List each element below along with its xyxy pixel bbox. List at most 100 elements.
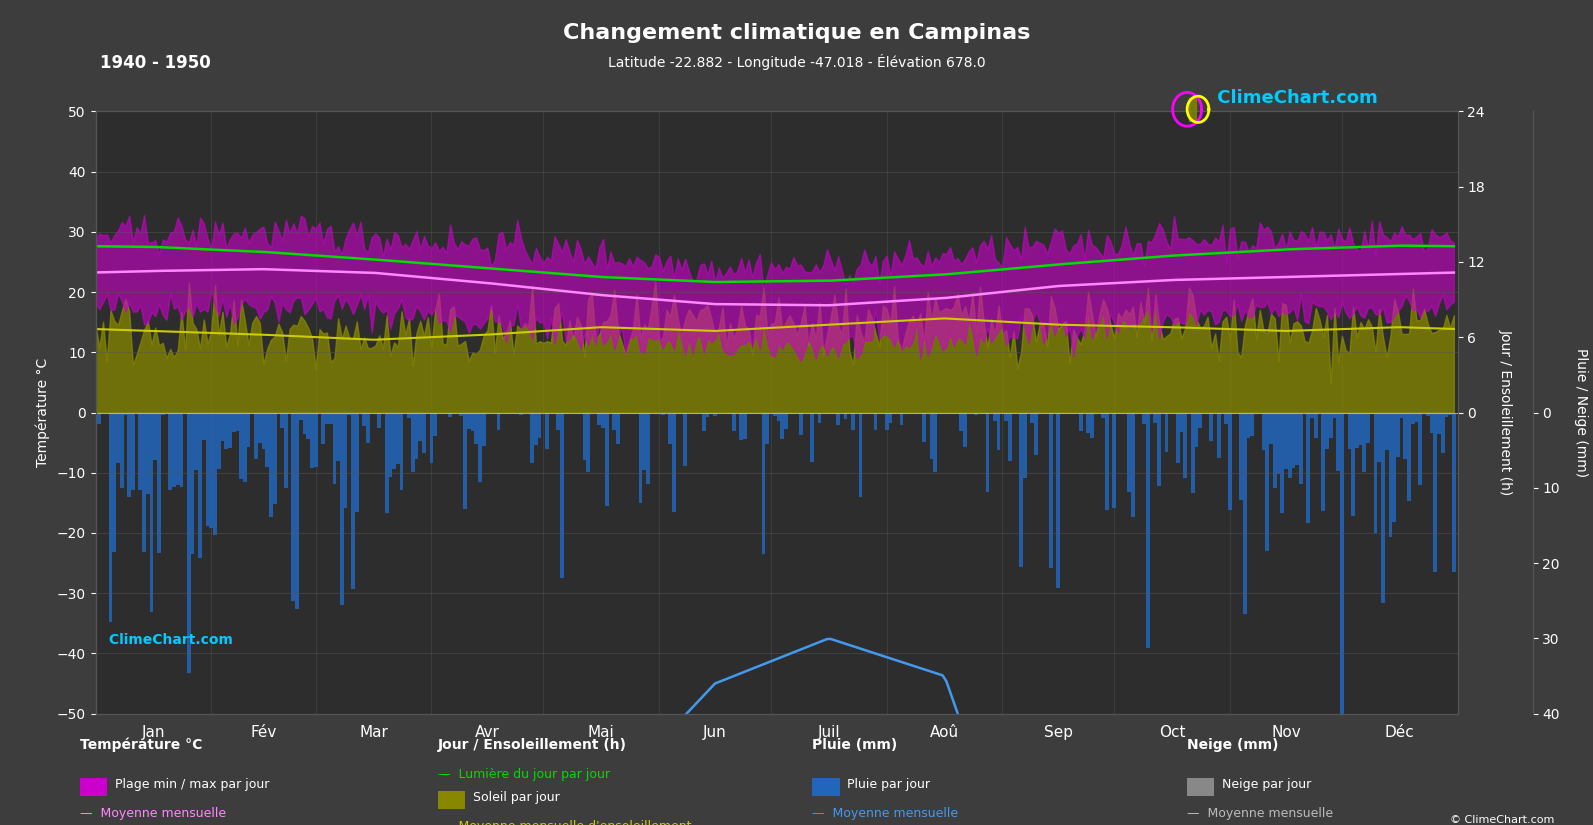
Bar bbox=[900, 412, 903, 426]
Text: Latitude -22.882 - Longitude -47.018 - Élévation 678.0: Latitude -22.882 - Longitude -47.018 - É… bbox=[607, 54, 986, 69]
Bar bbox=[1192, 412, 1195, 493]
Bar bbox=[225, 412, 228, 449]
Bar bbox=[765, 412, 769, 445]
Bar bbox=[228, 412, 233, 448]
Bar bbox=[272, 412, 277, 504]
Bar bbox=[233, 412, 236, 432]
Bar bbox=[639, 412, 642, 502]
Bar bbox=[467, 412, 470, 429]
Bar bbox=[261, 412, 266, 449]
Bar bbox=[1437, 412, 1440, 434]
Bar bbox=[186, 412, 191, 673]
Bar bbox=[209, 412, 213, 528]
Bar bbox=[1309, 412, 1314, 417]
Bar bbox=[325, 412, 328, 424]
Bar bbox=[844, 412, 847, 419]
Bar bbox=[328, 412, 333, 424]
Bar bbox=[116, 412, 119, 463]
Text: —  Lumière du jour par jour: — Lumière du jour par jour bbox=[438, 768, 610, 781]
Bar bbox=[1128, 412, 1131, 492]
Bar bbox=[1270, 412, 1273, 444]
Bar bbox=[1370, 412, 1373, 414]
Bar bbox=[1153, 412, 1157, 422]
Bar bbox=[478, 412, 481, 482]
Bar bbox=[583, 412, 586, 460]
Bar bbox=[239, 412, 244, 479]
Bar bbox=[1306, 412, 1309, 523]
Bar bbox=[459, 412, 464, 416]
Bar bbox=[169, 412, 172, 490]
Bar bbox=[1418, 412, 1423, 484]
Bar bbox=[519, 412, 523, 415]
Bar bbox=[205, 412, 209, 526]
Bar bbox=[1101, 412, 1106, 418]
Bar bbox=[1034, 412, 1037, 455]
Bar bbox=[475, 412, 478, 444]
Bar bbox=[124, 412, 127, 415]
Bar bbox=[392, 412, 397, 469]
Bar bbox=[1287, 412, 1292, 478]
Bar bbox=[131, 412, 135, 490]
Bar bbox=[408, 412, 411, 418]
Bar bbox=[1184, 412, 1187, 478]
Bar bbox=[1325, 412, 1329, 450]
Bar bbox=[1337, 412, 1340, 470]
Bar bbox=[605, 412, 609, 506]
Bar bbox=[703, 412, 706, 431]
Bar bbox=[1131, 412, 1134, 516]
Bar bbox=[1292, 412, 1295, 468]
Bar bbox=[1023, 412, 1026, 478]
Bar bbox=[601, 412, 605, 427]
Bar bbox=[1239, 412, 1243, 500]
Y-axis label: Température °C: Température °C bbox=[35, 358, 49, 467]
Bar bbox=[194, 412, 198, 470]
Bar bbox=[1415, 412, 1418, 422]
Bar bbox=[1090, 412, 1094, 439]
Bar bbox=[1078, 412, 1083, 431]
Bar bbox=[773, 412, 777, 416]
Bar bbox=[97, 412, 102, 423]
Bar bbox=[280, 412, 284, 428]
Bar bbox=[1411, 412, 1415, 424]
Bar bbox=[113, 412, 116, 552]
Bar bbox=[1322, 412, 1325, 512]
Bar bbox=[1429, 412, 1434, 433]
Bar bbox=[1106, 412, 1109, 511]
Bar bbox=[1228, 412, 1231, 510]
Bar bbox=[180, 412, 183, 487]
Bar bbox=[244, 412, 247, 482]
Bar bbox=[1333, 412, 1337, 418]
Text: Soleil par jour: Soleil par jour bbox=[473, 791, 559, 804]
Bar bbox=[108, 412, 113, 622]
Bar bbox=[172, 412, 175, 487]
Bar bbox=[202, 412, 205, 440]
Bar bbox=[1281, 412, 1284, 513]
Bar bbox=[1298, 412, 1303, 484]
Bar bbox=[1198, 412, 1203, 428]
Text: Jour / Ensoleillement (h): Jour / Ensoleillement (h) bbox=[438, 738, 628, 752]
Bar bbox=[153, 412, 158, 460]
Bar bbox=[800, 412, 803, 435]
Bar bbox=[355, 412, 358, 512]
Bar bbox=[127, 412, 131, 497]
Bar bbox=[1384, 412, 1389, 450]
Bar bbox=[616, 412, 620, 444]
Bar bbox=[400, 412, 403, 490]
Text: Pluie (mm): Pluie (mm) bbox=[812, 738, 898, 752]
Bar bbox=[889, 412, 892, 422]
Bar bbox=[1225, 412, 1228, 424]
Bar bbox=[366, 412, 370, 443]
Bar bbox=[1314, 412, 1317, 438]
Bar bbox=[236, 412, 239, 431]
Bar bbox=[94, 412, 97, 461]
Bar bbox=[397, 412, 400, 464]
Bar bbox=[419, 412, 422, 441]
Bar bbox=[1050, 412, 1053, 568]
Bar bbox=[959, 412, 964, 431]
Bar bbox=[292, 412, 295, 601]
Bar bbox=[1015, 412, 1020, 413]
Bar bbox=[545, 412, 550, 450]
Bar bbox=[672, 412, 675, 512]
Bar bbox=[811, 412, 814, 462]
Bar bbox=[761, 412, 765, 554]
